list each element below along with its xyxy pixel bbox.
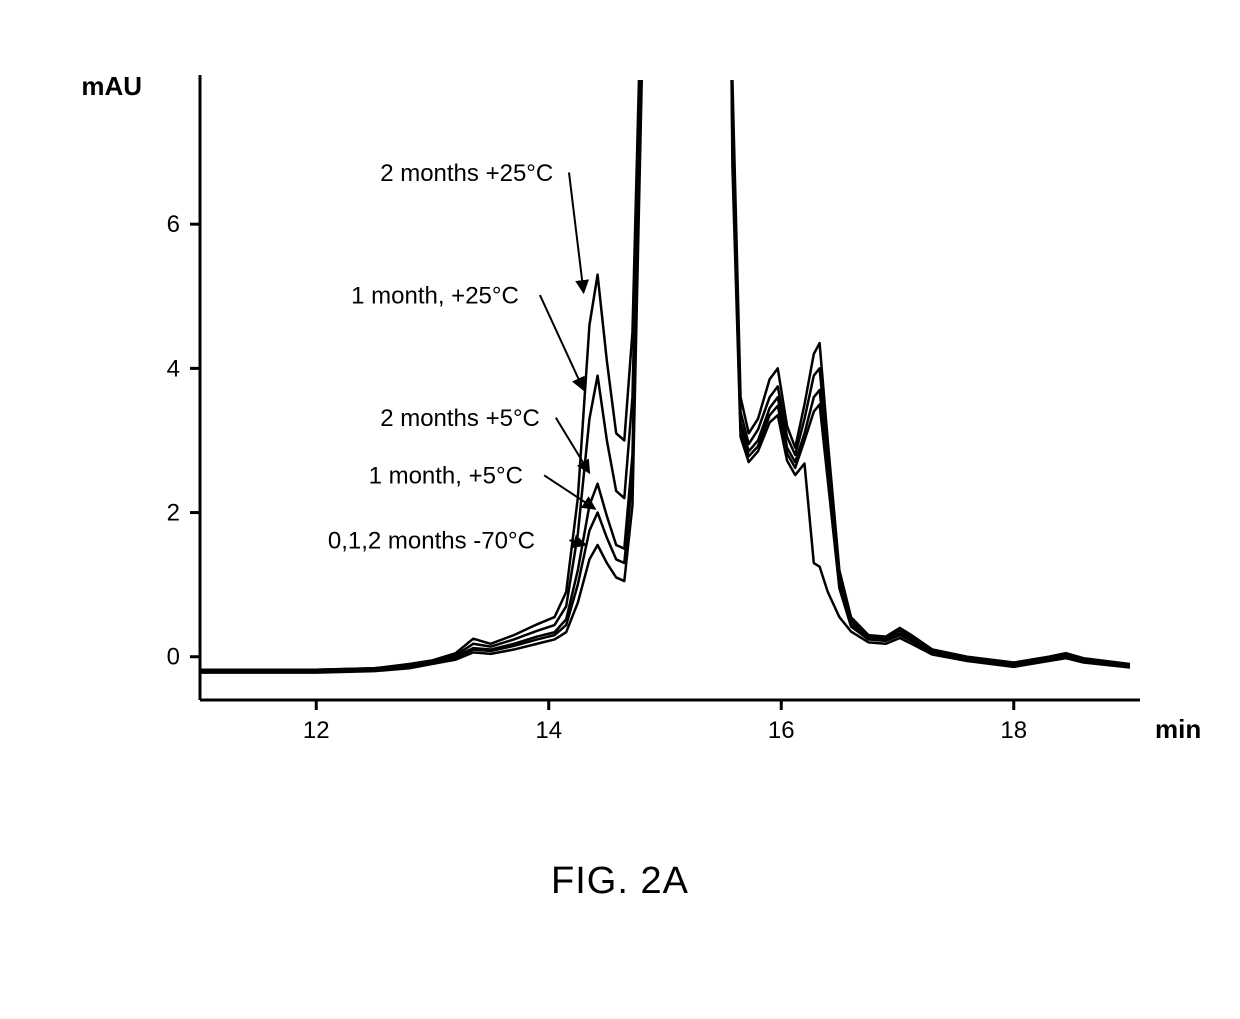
x-tick-label: 14 <box>535 717 562 744</box>
annotation-label: 0,1,2 months -70°C <box>328 528 535 555</box>
x-tick-label: 12 <box>303 717 330 744</box>
annotation-label: 2 months +25°C <box>380 160 553 187</box>
series-group <box>200 0 1130 673</box>
y-axis-label: mAU <box>81 71 142 101</box>
series-line <box>200 0 1130 671</box>
y-tick-label: 2 <box>167 500 180 527</box>
annotation-arrow <box>540 295 584 390</box>
annotation-arrow <box>544 475 595 509</box>
series-line <box>200 0 1130 670</box>
annotation-arrow <box>569 173 584 293</box>
annotation-arrow <box>556 418 590 473</box>
annotation-label: 1 month, +5°C <box>369 463 523 490</box>
y-tick-label: 6 <box>167 211 180 238</box>
annotation-label: 2 months +5°C <box>380 405 540 432</box>
page: 12 14 16 18 0 2 4 6 mAU min 2 months +25°C 1 month,… <box>0 0 1240 1019</box>
x-tick-label: 18 <box>1000 717 1027 744</box>
y-tick-label: 4 <box>167 355 180 382</box>
figure-caption: FIG. 2A <box>0 860 1240 903</box>
series-line <box>200 0 1130 670</box>
annotation-label: 1 month, +25°C <box>351 282 519 309</box>
x-tick-label: 16 <box>768 717 795 744</box>
y-tick-label: 0 <box>167 644 180 671</box>
x-axis-label: min <box>1155 714 1201 744</box>
series-line <box>200 0 1130 673</box>
series-line <box>200 0 1130 671</box>
